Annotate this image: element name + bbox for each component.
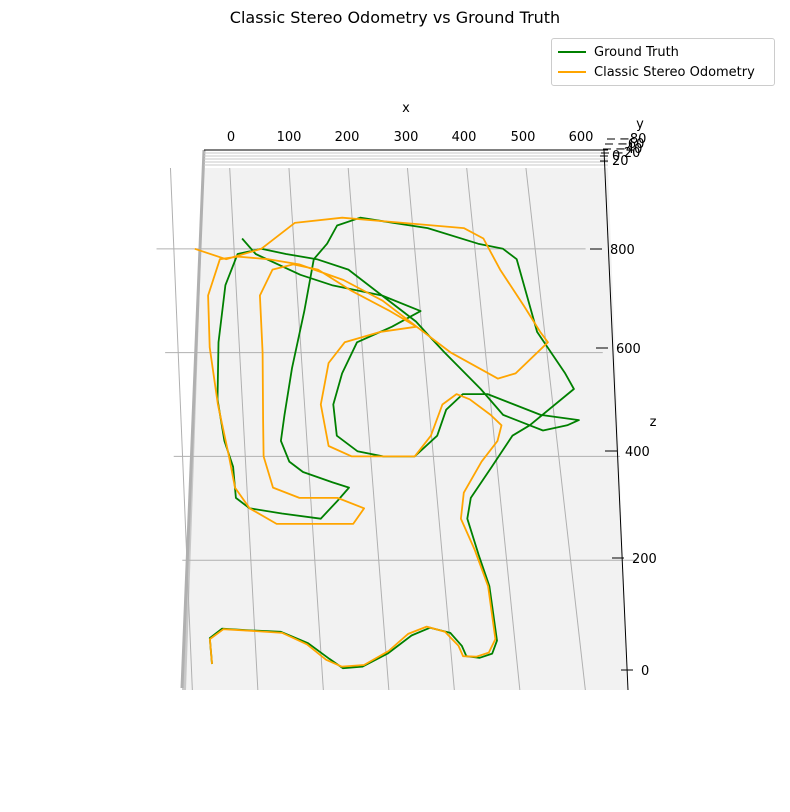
- legend-label-stereo-odometry: Classic Stereo Odometry: [594, 64, 755, 80]
- y-tick-label: −80: [619, 132, 646, 147]
- legend-item-ground-truth: Ground Truth: [558, 42, 679, 62]
- z-tick-label: 400: [625, 445, 650, 460]
- grid-line-x-6: [525, 167, 586, 691]
- y-tick-label: −20: [613, 146, 640, 161]
- z-tick-labels: 0 200 400 600 800: [590, 243, 657, 679]
- legend-swatch-stereo-odometry: [558, 71, 586, 73]
- z-tick-label: 200: [632, 552, 657, 567]
- x-axis-label: x: [402, 101, 410, 116]
- grid-line-x-4: [406, 167, 455, 691]
- z-tick-label: 0: [641, 664, 649, 679]
- x-tick-label: 0: [227, 130, 235, 145]
- y-tick-label: 20: [612, 154, 629, 169]
- z-axis-label: z: [650, 415, 657, 430]
- left-pane-line: [180, 149, 206, 689]
- legend-label-ground-truth: Ground Truth: [594, 44, 679, 60]
- grid-line-x-5: [466, 167, 521, 691]
- top-pane-stripes: [204, 152, 608, 166]
- chart-title: Classic Stereo Odometry vs Ground Truth: [230, 8, 560, 27]
- y-tick-label: 0: [612, 149, 620, 164]
- grid-line-x-1: [229, 167, 259, 691]
- legend-swatch-ground-truth: [558, 51, 586, 53]
- x-tick-labels: 0 100 200 300 400 500 600: [227, 130, 594, 145]
- z-tick-label: 600: [616, 342, 641, 357]
- x-tick-label: 400: [452, 130, 477, 145]
- x-tick-label: 100: [277, 130, 302, 145]
- grid-line-x-3: [347, 167, 390, 691]
- x-axis: x 0 100 200 300 400 500 600: [227, 101, 594, 145]
- back-pane: [182, 168, 628, 690]
- trace-classic-stereo-odometry: [194, 216, 549, 668]
- grid-line-x-0: [169, 167, 193, 691]
- z-axis-line: [603, 149, 629, 691]
- legend: Ground Truth Classic Stereo Odometry: [551, 38, 775, 86]
- x-tick-label: 500: [511, 130, 536, 145]
- z-tick-label: 800: [610, 243, 635, 258]
- y-tick-label: −40: [615, 142, 642, 157]
- trajectories: [194, 216, 580, 670]
- x-tick-label: 600: [569, 130, 594, 145]
- y-axis-label: y: [636, 117, 644, 132]
- plot-pane: [156, 149, 638, 691]
- x-tick-label: 300: [394, 130, 419, 145]
- y-tick-label: −60: [617, 137, 644, 152]
- x-tick-label: 200: [335, 130, 360, 145]
- legend-item-stereo-odometry: Classic Stereo Odometry: [558, 62, 755, 82]
